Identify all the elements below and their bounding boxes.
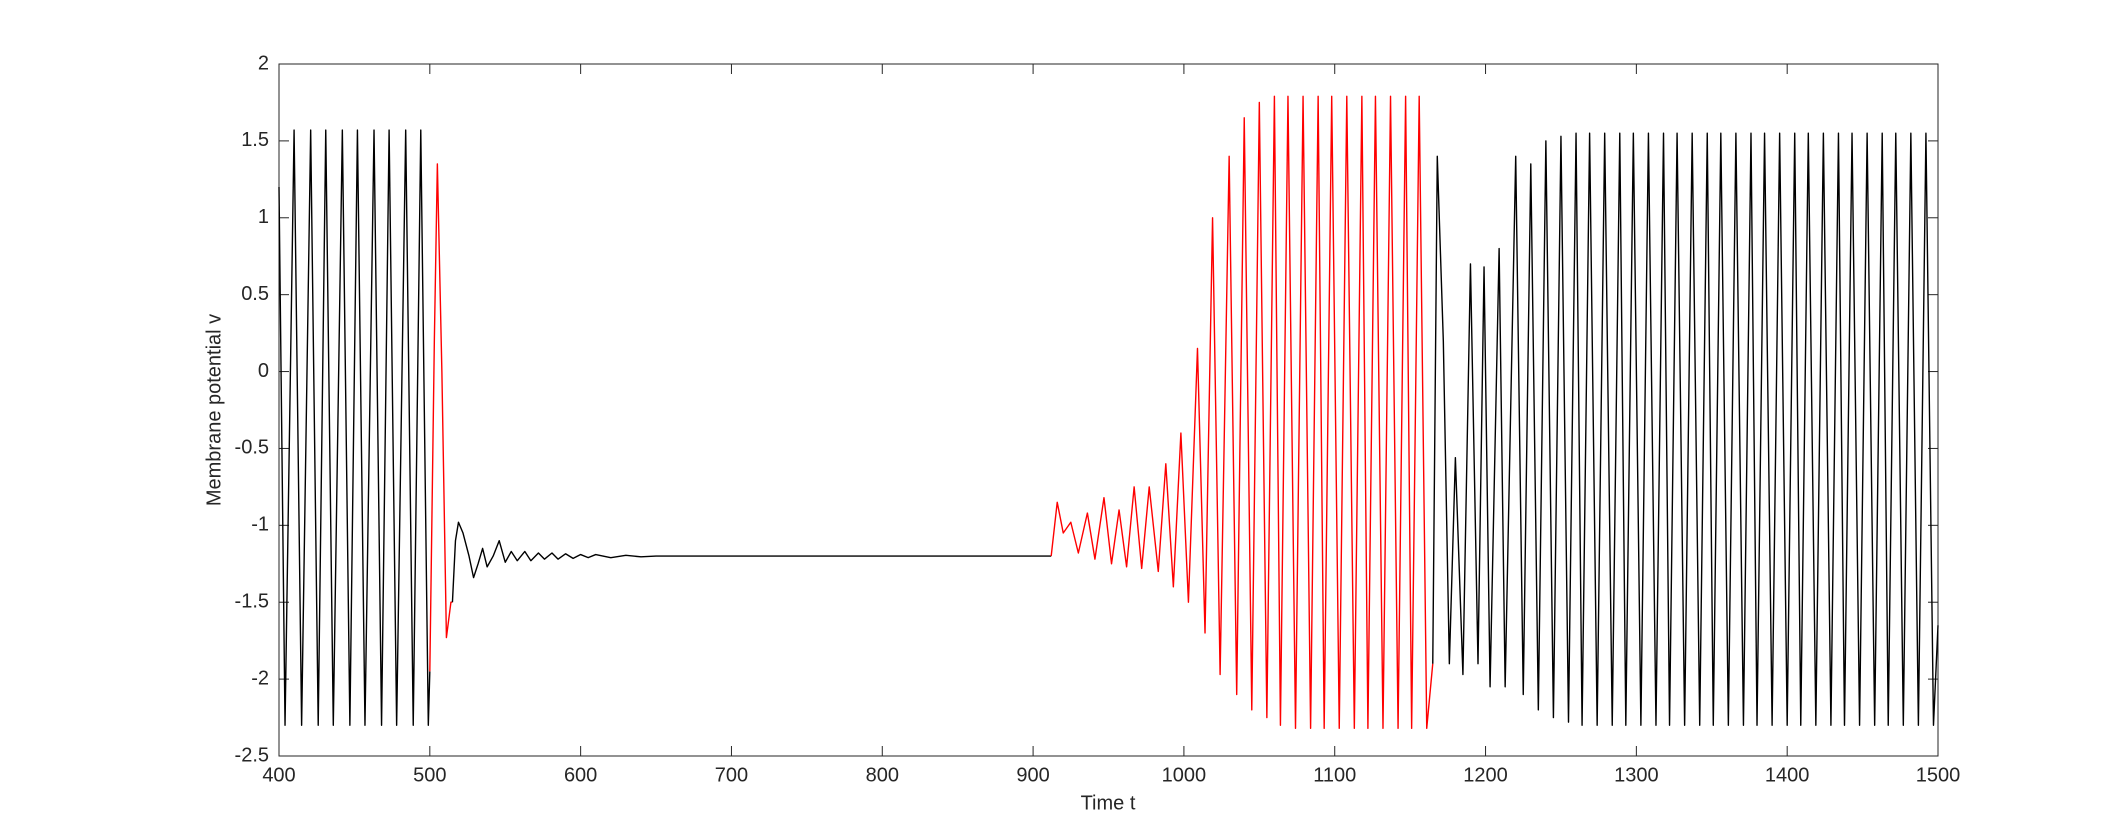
plot-frame xyxy=(278,63,1939,757)
x-tick-label: 1500 xyxy=(1916,764,1961,786)
x-tick-label: 500 xyxy=(413,764,446,786)
line-series xyxy=(429,163,453,672)
y-axis-label: Membrane potential v xyxy=(203,314,225,506)
y-tick-label: 0 xyxy=(258,360,269,382)
line-series xyxy=(278,129,431,726)
x-tick-label: 1200 xyxy=(1463,764,1508,786)
y-tick-label: 1 xyxy=(258,206,269,228)
y-tick-label: 2 xyxy=(258,52,269,74)
x-tick-label: 1300 xyxy=(1614,764,1659,786)
line-series xyxy=(1432,132,1939,726)
x-tick-label: 700 xyxy=(715,764,748,786)
x-tick-label: 1000 xyxy=(1162,764,1207,786)
y-tick-label: -2.5 xyxy=(235,744,269,766)
y-tick-label: 0.5 xyxy=(241,283,269,305)
x-tick-label: 800 xyxy=(866,764,899,786)
x-tick-label: 400 xyxy=(262,764,295,786)
y-tick-label: 1.5 xyxy=(241,129,269,151)
y-tick-label: -0.5 xyxy=(235,437,269,459)
x-axis-label: Time t xyxy=(1081,792,1136,814)
x-tick-label: 1400 xyxy=(1765,764,1810,786)
line-series xyxy=(451,521,1052,603)
x-tick-label: 900 xyxy=(1016,764,1049,786)
y-tick-label: -2 xyxy=(251,667,269,689)
line-series xyxy=(1050,95,1434,730)
x-tick-label: 600 xyxy=(564,764,597,786)
y-tick-label: -1.5 xyxy=(235,591,269,613)
x-tick-label: 1100 xyxy=(1313,764,1356,786)
y-tick-label: -1 xyxy=(251,514,269,536)
